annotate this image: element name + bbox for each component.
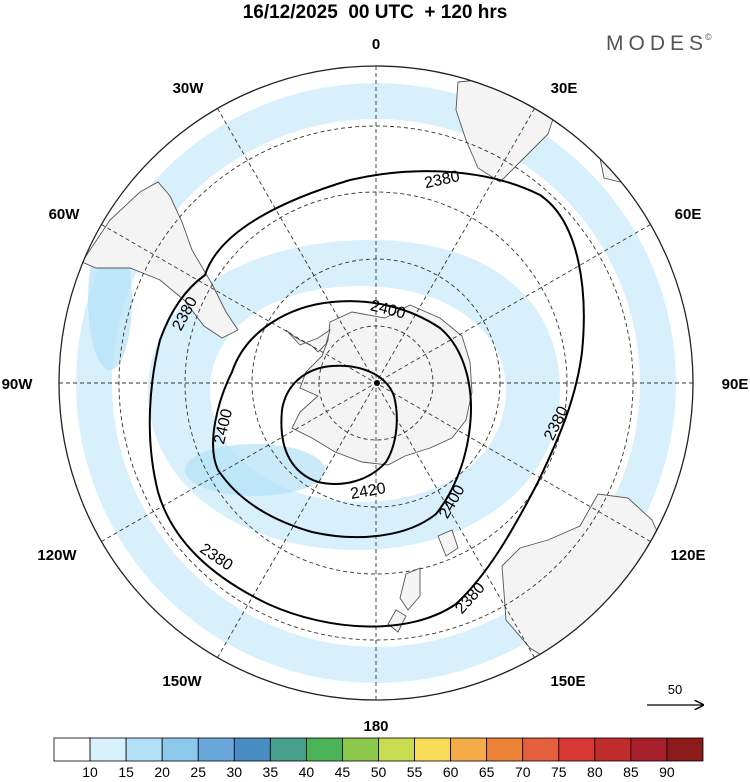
land: [81, 77, 671, 669]
contours: [148, 170, 585, 628]
colorbar-label: 40: [299, 764, 315, 780]
colorbar-swatch: [53, 737, 91, 762]
madagascar: [599, 149, 629, 183]
contour-2420: [280, 364, 398, 485]
lon-label-150w: 150W: [162, 673, 202, 690]
colorbar-label: 20: [154, 764, 170, 780]
colorbar-swatch: [197, 737, 235, 762]
logo-copyright: ©: [705, 32, 712, 42]
colorbar-swatch: [630, 737, 668, 762]
colorbar-label: 25: [190, 764, 206, 780]
new-zealand: [387, 567, 421, 633]
lon-label-90w: 90W: [2, 376, 34, 393]
colorbar-swatch: [522, 737, 560, 762]
colorbar-swatch: [269, 737, 307, 762]
colorbar-swatch: [594, 737, 632, 762]
colorbar-swatch: [161, 737, 199, 762]
contour-2380: [148, 170, 585, 628]
colorbar-swatch: [666, 737, 704, 762]
colorbar-label: 85: [623, 764, 639, 780]
colorbar-label: 75: [551, 764, 567, 780]
longitude-labels: 0 30E 60E 90E 120E 150E 180 150W 120W 90…: [2, 36, 749, 735]
lon-label-60e: 60E: [675, 206, 702, 223]
colorbar-label: 35: [263, 764, 279, 780]
colorbar-swatch: [486, 737, 524, 762]
lon-label-120w: 120W: [37, 547, 77, 564]
modes-logo: MODES©: [606, 32, 712, 56]
colorbar-label: 70: [515, 764, 531, 780]
colorbar-swatch: [89, 737, 127, 762]
lon-label-30w: 30W: [173, 80, 205, 97]
colorbar-swatch: [125, 737, 163, 762]
colorbar-label: 15: [118, 764, 134, 780]
colorbar-swatch: [342, 737, 379, 762]
lon-label-120e: 120E: [670, 547, 705, 564]
colorbar-label: 60: [443, 764, 459, 780]
vector-reference-label: 50: [668, 682, 682, 697]
lon-label-60w: 60W: [49, 206, 81, 223]
lon-label-0: 0: [372, 36, 380, 53]
contour-2400: [212, 300, 472, 539]
south-america: [81, 181, 239, 339]
colorbar-label: 55: [407, 764, 423, 780]
colorbar-label: 10: [82, 764, 98, 780]
colorbar-label: 45: [335, 764, 351, 780]
lon-label-90e: 90E: [722, 376, 749, 393]
lon-label-150e: 150E: [550, 673, 585, 690]
south-pole-dot: [374, 380, 380, 386]
colorbar-swatch: [450, 737, 488, 762]
map-border: [58, 65, 694, 701]
antarctica: [291, 304, 473, 466]
colorbar: 10 15 20 25 30 35 40 45 50 55 60 65 70 75 80 85 90: [53, 737, 704, 780]
inner-wind-core: [185, 444, 325, 496]
contour-label: 2420: [349, 480, 387, 503]
colorbar-label: 80: [587, 764, 603, 780]
colorbar-label: 90: [659, 764, 675, 780]
colorbar-swatch: [233, 737, 271, 762]
lon-label-180: 180: [363, 718, 388, 735]
logo-text: MODES: [606, 32, 709, 55]
colorbar-swatch: [305, 737, 343, 762]
colorbar-swatch: [378, 737, 415, 762]
colorbar-swatch: [558, 737, 596, 762]
colorbar-swatch: [414, 737, 452, 762]
antarctic-peninsula: [285, 328, 331, 353]
lon-label-30e: 30E: [551, 80, 578, 97]
colorbar-label: 30: [226, 764, 242, 780]
tasmania: [437, 529, 459, 557]
map-title: 16/12/2025 00 UTC + 120 hrs: [242, 2, 508, 23]
colorbar-label: 65: [479, 764, 495, 780]
colorbar-label: 50: [371, 764, 387, 780]
